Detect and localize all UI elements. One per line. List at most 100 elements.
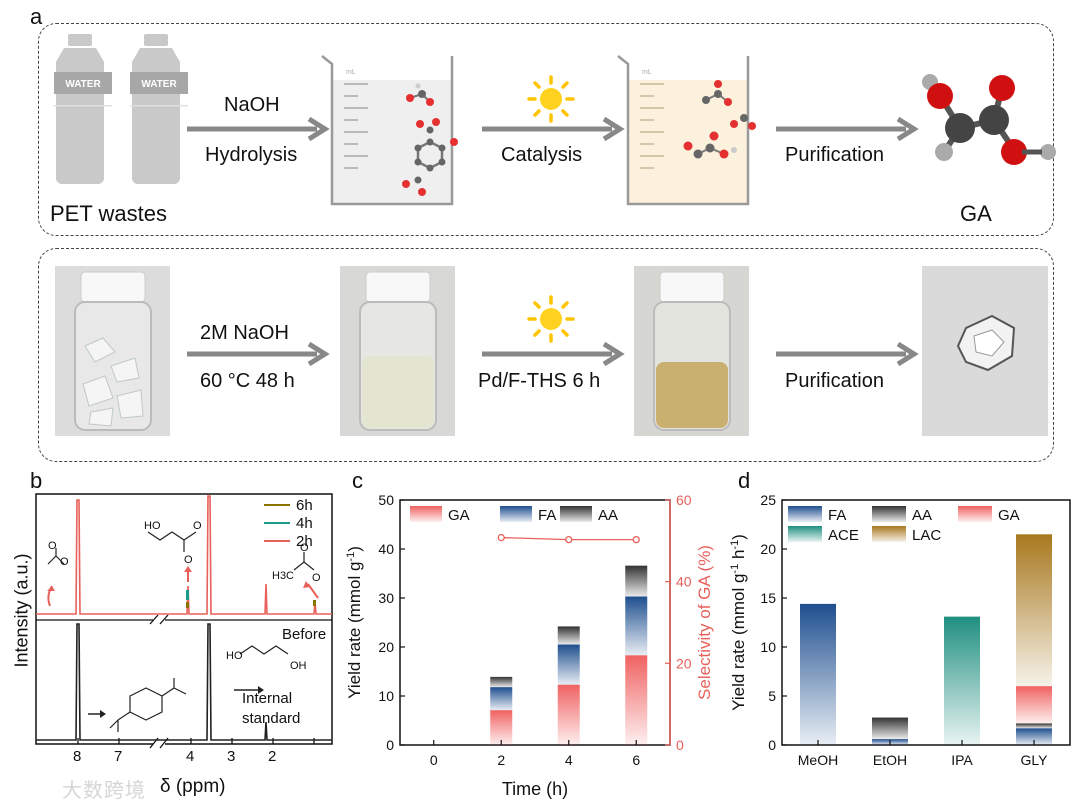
chart-c-yield-vs-time: 0 10 20 30 40 50 0 20 40 60 0 2 4 6 Time (h) Yield rate… (345, 492, 714, 799)
struct-ominus-formate: O (60, 556, 69, 568)
ytick-label-c-40: 40 (378, 541, 394, 557)
spectrum-2h (36, 495, 332, 615)
legend-d-label-aa: AA (912, 507, 932, 524)
arrow-hydrolysis (187, 117, 330, 141)
chart-d-ylabel: Yield rate (mmol g-1 h-1) (729, 534, 748, 711)
arrow-naoh-hydrolysis (187, 342, 330, 366)
photo-product-vial (634, 266, 749, 436)
legend-swatch-6h (264, 504, 290, 506)
legend-item-6h: 6h (264, 496, 334, 514)
photo-ga-crystals (922, 266, 1048, 436)
xtick-label-c-4: 4 (565, 752, 573, 768)
legend-d-swatch-ga (958, 506, 992, 522)
legend-d-label-fa: FA (828, 507, 846, 524)
ytick-label-c-0: 0 (386, 737, 394, 753)
bottle-left-label-band (54, 72, 112, 94)
panel-a-bottom-frame (38, 248, 1054, 462)
pet-bottles-illustration: WATER WATER (54, 34, 188, 184)
ytick-label-c-50: 50 (378, 492, 394, 508)
tick-b-8: 8 (73, 748, 82, 765)
bar-d-aa-etoh (872, 717, 908, 740)
bottle-left-text: WATER (65, 79, 101, 90)
before-label: Before (282, 626, 327, 643)
arrow-pd-catalysis (482, 342, 625, 366)
photo-pet-flakes-vial (55, 266, 170, 436)
molecule-glycolate (683, 131, 737, 159)
panel-d-letter: d (738, 468, 751, 493)
legend-d-swatch-ace (788, 526, 822, 542)
catalysis-label: Catalysis (501, 144, 583, 166)
bar-c-ga-4h (557, 684, 580, 745)
tick-b-2: 2 (268, 748, 277, 765)
ytick-label-d-25: 25 (760, 492, 776, 508)
bar-c-fa-2h (490, 687, 513, 711)
naoh-conc-label: 2M NaOH (200, 322, 289, 344)
legend-c-label-ga: GA (448, 507, 470, 524)
ytick-label-d-5: 5 (768, 688, 776, 704)
chart-d-frame (781, 499, 1071, 746)
panel-c-letter: c (352, 468, 363, 493)
bar-c-aa-2h (490, 676, 513, 688)
ytick-label-d-0: 0 (768, 737, 776, 753)
nmr-spectra-plot (35, 493, 333, 749)
bar-c-ga-2h (490, 710, 513, 745)
bar-d-fa-gly (1016, 728, 1052, 745)
chart-d-yield-vs-alcohol: MeOH EtOH IPA GLY 0 5 10 15 20 25 Yield rate (mmol… (729, 492, 1071, 768)
tick-b-3: 3 (227, 748, 236, 765)
internal-standard-line2: standard (242, 710, 301, 727)
xtick-label-d-ipa: IPA (951, 752, 973, 768)
struct-ominus-glycolate: O (184, 554, 193, 566)
legend-c-swatch-ga (410, 506, 442, 522)
y2tick-label-c-40: 40 (676, 574, 692, 590)
panel-b-ylabel: Intensity (a.u.) (11, 553, 32, 668)
hydrolysis-conditions-label: 60 °C 48 h (200, 370, 295, 392)
ga-product-label: GA (960, 201, 992, 226)
tick-b-4: 4 (186, 748, 195, 765)
purification-label-top: Purification (785, 144, 884, 166)
ytick-label-d-20: 20 (760, 541, 776, 557)
xtick-label-c-0: 0 (430, 752, 438, 768)
molecule-acetate (702, 80, 732, 106)
bar-d-ace-ipa (944, 616, 980, 745)
struct-o-formate: O (48, 540, 57, 552)
bar-c-ga-6h (625, 655, 648, 745)
xtick-label-d-gly: GLY (1021, 752, 1049, 768)
chart-c-y2label: Selectivity of GA (%) (695, 545, 714, 700)
panel-b-letter: b (30, 468, 43, 493)
legend-label-4h: 4h (296, 514, 313, 532)
struct-h3c-acetate: H3C (272, 570, 295, 582)
panel-a-letter: a (30, 4, 43, 29)
xtick-label-c-6: 6 (632, 752, 640, 768)
arrow-purification-top (776, 117, 919, 141)
xtick-label-c-2: 2 (497, 752, 505, 768)
bar-d-aa-gly (1016, 723, 1052, 729)
bar-c-aa-6h (625, 565, 648, 597)
bar-d-ga-gly (1016, 686, 1052, 724)
catalyst-conditions-label: Pd/F-THS 6 h (478, 370, 601, 392)
legend-d-label-ga: GA (998, 507, 1020, 524)
spectrum-before (36, 623, 332, 741)
bottle-right-label-band (130, 72, 188, 94)
legend-label-6h: 6h (296, 496, 313, 514)
bar-c-aa-4h (557, 626, 580, 645)
bar-d-fa-meoh (800, 603, 836, 745)
beaker-product: mL (617, 55, 756, 206)
legend-d-label-ace: ACE (828, 527, 859, 544)
y2tick-label-c-0: 0 (676, 737, 684, 753)
beaker-mark-1: mL (346, 69, 356, 76)
legend-c-swatch-aa (560, 506, 592, 522)
xtick-label-d-etoh: EtOH (873, 752, 907, 768)
legend-item-2h: 2h (264, 532, 334, 550)
molecule-terephthalate (402, 118, 458, 196)
purification-label-bottom: Purification (785, 370, 884, 392)
molecule-formate-2 (730, 114, 756, 130)
beaker-mark-2: mL (642, 69, 652, 76)
legend-d-swatch-aa (872, 506, 906, 522)
struct-oh-internal: OH (290, 660, 307, 672)
struct-o-acetate: O (300, 542, 309, 554)
selectivity-point-6h (632, 535, 640, 544)
struct-ho-glycolate: HO (144, 520, 161, 532)
legend-label-2h: 2h (296, 532, 313, 550)
selectivity-point-4h (565, 535, 573, 544)
legend-swatch-4h (264, 522, 290, 524)
